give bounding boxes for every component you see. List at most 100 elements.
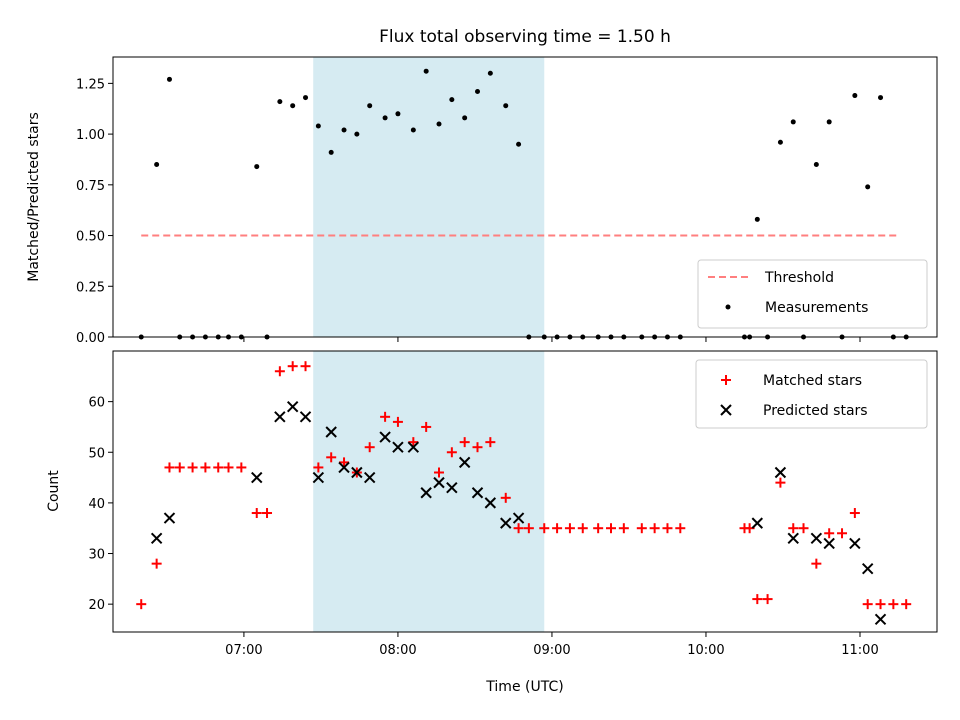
measurement-point [436,121,442,127]
bottom-y-tick-label: 30 [88,548,105,563]
matched-star-point [662,523,673,534]
matched-star-point [392,416,403,427]
predicted-star-point [251,471,263,484]
matched-star-point [500,492,511,503]
measurement-point [354,131,360,137]
measurement-point [754,216,760,222]
top-y-tick-label: 1.25 [76,77,105,92]
matched-star-point [380,411,391,422]
bottom-axes-frame [112,350,938,633]
measurements-legend-swatch [725,304,731,310]
matched-star-point [223,462,234,473]
matched-star-point [200,462,211,473]
matched-star-point [636,523,647,534]
matched-star-point [472,442,483,453]
measurement-point [826,119,832,125]
measurement-point [865,184,871,190]
top-legend-box [697,259,928,329]
predicted-star-point [392,441,404,453]
matched-star-point [577,523,588,534]
predicted-star-point [861,563,874,575]
bottom-y-tick-label: 20 [88,598,105,613]
matched-star-point [287,361,298,372]
bottom-marks [136,361,912,626]
matched-star-point [788,523,799,534]
predicted-star-point [849,537,861,550]
matched-star-point [752,594,763,605]
matched-star-point [862,599,873,610]
bottom-x-axis-label: Time (UTC) [485,679,563,695]
top-y-axis-label: Matched/Predicted stars [26,112,42,282]
bottom-y-tick-label: 40 [88,497,105,512]
predicted-star-point [751,517,764,529]
top-observing-span [313,57,545,337]
bottom-y-axis-label: Count [46,470,62,512]
matched-star-point [408,437,419,448]
predicted-star-point [363,471,376,484]
predicted-star-point [500,517,512,529]
matched-star-point [136,599,147,610]
top-x-ticks [243,337,861,342]
measurement-point [341,127,347,133]
matched-star-point [274,366,285,377]
measurement-point [790,119,796,125]
matched-star-point [213,462,224,473]
predicted-star-point [286,400,299,413]
matched-star-point [849,508,860,519]
predicted-stars-legend-swatch [720,404,732,416]
measurement-point [328,149,334,155]
measurement-point [367,103,373,109]
predicted-star-point [299,411,312,423]
matched-star-point [593,523,604,534]
measurement-point [154,162,160,168]
matched-star-point [901,599,912,610]
measurement-point [303,95,309,101]
bottom-legend-box [695,359,928,429]
bottom-x-tick-label: 11:00 [841,643,878,658]
top-marks [138,68,909,340]
matched-star-point [775,477,786,488]
predicted-star-point [484,497,497,509]
bottom-x-ticks: 07:00 08:00 09:00 10:00 11:00 [225,632,879,658]
measurement-point [462,115,468,121]
predicted-star-point [823,537,835,550]
matched-star-point [326,452,337,463]
predicted-star-point [774,466,787,479]
matched-star-point [762,594,773,605]
matched-star-point [300,361,311,372]
measurement-point [254,164,260,170]
predicted-star-point [163,512,176,524]
predicted-star-point [379,431,391,443]
measurement-point [395,111,401,117]
predicted-star-point [458,456,471,469]
matched-star-point [485,437,496,448]
matched-stars-legend-label: Matched stars [763,373,862,389]
matched-star-point [251,508,262,519]
top-y-tick-label: 0.50 [76,230,105,245]
matched-star-point [618,523,629,534]
matched-star-point [564,523,575,534]
bottom-x-tick-label: 09:00 [533,643,570,658]
measurement-point [852,93,858,99]
measurement-point [449,97,455,103]
matched-star-point [837,528,848,539]
matched-star-point [174,462,185,473]
matched-star-point [649,523,660,534]
top-y-tick-label: 0.25 [76,280,105,295]
measurement-point [315,123,321,129]
predicted-star-point [874,613,887,626]
top-legend: Threshold Measurements [697,259,928,329]
predicted-star-point [420,487,432,499]
matched-star-point [313,462,324,473]
predicted-star-point [274,411,286,423]
measurement-point [487,70,493,76]
predicted-star-point [338,461,350,474]
predicted-star-point [433,476,445,489]
bottom-x-tick-label: 07:00 [225,643,262,658]
matched-star-point [434,467,445,478]
bottom-panel: 20 30 40 50 60 07:00 08:00 09:00 10:00 11:00 Tim… [46,350,938,695]
measurement-point [878,95,884,101]
matched-star-point [262,508,273,519]
measurement-point [277,99,283,105]
